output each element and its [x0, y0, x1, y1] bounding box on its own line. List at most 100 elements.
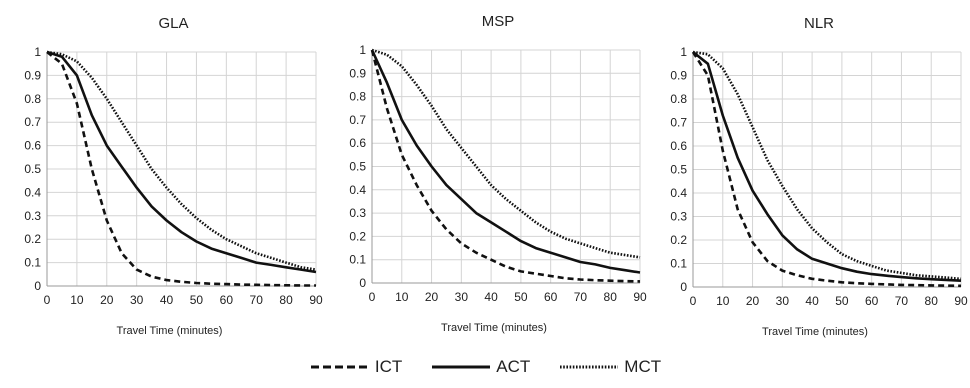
data-point-ict: [490, 259, 492, 261]
data-point-act: [241, 257, 243, 259]
data-point-ict: [211, 283, 213, 285]
data-point-ict: [737, 209, 739, 211]
data-point-mct: [639, 257, 641, 259]
data-point-act: [416, 145, 418, 147]
data-point-ict: [255, 284, 257, 286]
data-point-ict: [565, 278, 567, 280]
data-point-act: [211, 248, 213, 250]
data-point-ict: [121, 252, 123, 254]
data-point-mct: [196, 217, 198, 219]
x-tick-label: 50: [835, 294, 849, 308]
data-point-act: [886, 275, 888, 277]
series-line-ict: [370, 49, 641, 283]
series-line-act: [692, 50, 962, 282]
data-point-act: [151, 206, 153, 208]
y-tick-label: 1: [34, 45, 41, 59]
chart-panel-nlr: 00.10.20.30.40.50.60.70.80.910 10 20 30 40 50…: [670, 15, 968, 338]
data-point-mct: [595, 247, 597, 249]
data-point-act: [61, 56, 63, 58]
data-point-act: [181, 231, 183, 233]
data-point-act: [722, 115, 724, 117]
data-point-mct: [752, 126, 754, 128]
data-point-mct: [241, 245, 243, 247]
x-tick-label: 70: [895, 294, 909, 308]
data-point-ict: [315, 285, 317, 287]
data-point-mct: [211, 229, 213, 231]
data-point-act: [461, 198, 463, 200]
data-point-ict: [535, 273, 537, 275]
data-point-mct: [91, 77, 93, 79]
x-tick-label: 10: [395, 290, 409, 304]
y-tick-label: 0.6: [670, 139, 687, 153]
data-point-act: [255, 262, 257, 264]
data-point-ict: [196, 282, 198, 284]
y-tick-label: 0.1: [670, 257, 687, 271]
data-point-mct: [520, 210, 522, 212]
data-point-mct: [580, 243, 582, 245]
x-tick-label: 60: [544, 290, 558, 304]
data-point-mct: [707, 54, 709, 56]
y-tick-label: 0.5: [349, 160, 366, 174]
data-point-ict: [841, 282, 843, 284]
legend-item-mct: MCT: [558, 357, 661, 377]
y-tick-label: 0.4: [349, 183, 366, 197]
data-point-ict: [166, 279, 168, 281]
data-point-ict: [826, 280, 828, 282]
data-point-ict: [916, 284, 918, 286]
y-tick-label: 0.8: [349, 90, 366, 104]
y-tick-label: 0.8: [670, 92, 687, 106]
data-point-act: [136, 187, 138, 189]
data-point-mct: [767, 159, 769, 161]
data-point-act: [639, 272, 641, 274]
data-point-ict: [945, 285, 947, 287]
data-point-mct: [811, 228, 813, 230]
data-point-act: [315, 271, 317, 273]
x-tick-label: 0: [690, 294, 697, 308]
x-tick-label: 40: [484, 290, 498, 304]
y-tick-label: 0.2: [24, 232, 41, 246]
y-tick-label: 0.3: [670, 210, 687, 224]
data-point-mct: [315, 269, 317, 271]
chart-title: NLR: [804, 15, 834, 32]
data-point-mct: [535, 222, 537, 224]
data-point-ict: [285, 285, 287, 287]
x-axis-label: Travel Time (minutes): [762, 326, 868, 338]
data-point-ict: [270, 284, 272, 286]
data-point-ict: [782, 270, 784, 272]
data-point-mct: [737, 94, 739, 96]
data-point-ict: [550, 275, 552, 277]
data-point-ict: [722, 150, 724, 152]
data-point-ict: [151, 276, 153, 278]
legend-item-act: ACT: [430, 357, 530, 377]
data-point-mct: [475, 166, 477, 168]
data-point-act: [226, 252, 228, 254]
x-axis-label: Travel Time (minutes): [117, 325, 223, 337]
x-tick-label: 0: [369, 290, 376, 304]
y-tick-label: 0.7: [24, 115, 41, 129]
data-point-ict: [61, 63, 63, 65]
data-point-act: [565, 257, 567, 259]
data-point-mct: [461, 147, 463, 149]
data-point-mct: [871, 265, 873, 267]
data-point-mct: [505, 198, 507, 200]
data-point-ict: [386, 108, 388, 110]
data-point-act: [431, 166, 433, 168]
data-point-mct: [446, 128, 448, 130]
data-point-act: [285, 267, 287, 269]
data-point-mct: [76, 61, 78, 63]
data-point-ict: [609, 280, 611, 282]
data-point-mct: [371, 49, 373, 51]
data-point-act: [121, 166, 123, 168]
data-point-ict: [136, 269, 138, 271]
data-point-act: [856, 271, 858, 273]
data-point-ict: [856, 282, 858, 284]
data-point-ict: [930, 285, 932, 287]
data-point-ict: [624, 280, 626, 282]
data-point-ict: [91, 168, 93, 170]
data-point-ict: [106, 220, 108, 222]
data-point-mct: [46, 51, 48, 53]
y-tick-label: 0.6: [349, 136, 366, 150]
data-point-ict: [181, 281, 183, 283]
data-point-act: [871, 273, 873, 275]
data-point-mct: [722, 68, 724, 70]
